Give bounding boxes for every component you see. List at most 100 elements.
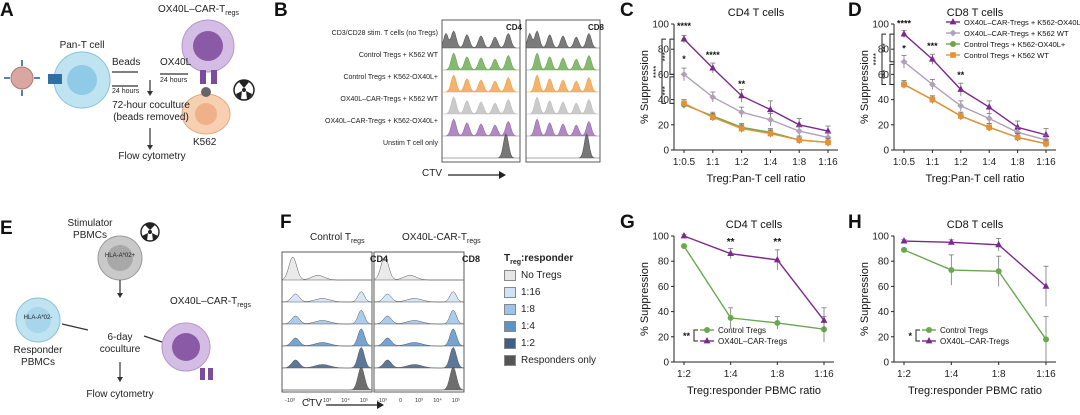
x-tick-label: 1:0.5 (673, 157, 696, 168)
x-tick-label: 1:16 (1036, 369, 1056, 380)
legend-label: Control Tregs + K562-OX40L+ (964, 40, 1066, 49)
significance-mark: *** (881, 70, 890, 79)
data-point (681, 243, 687, 250)
chart-d: CD8 T cells 0 20 40 60 80 100 1:0.5 1:1 1:2 1:4 1:8… (859, 7, 1080, 185)
ctv-label-b: CTV (422, 168, 442, 179)
y-axis-label: % Suppression (859, 262, 871, 336)
chart-c: CD4 T cells 0 20 40 60 80 100 1:0.5 1:1 1:2 1:4 1:8… (639, 7, 838, 185)
data-point (1042, 130, 1050, 138)
pan-t-label: Pan-T cell (59, 40, 105, 51)
legend-f-title: Treg:responder (504, 253, 574, 266)
panel-label-a: A (0, 0, 14, 21)
hist-f-trace (373, 346, 465, 369)
series-circle (901, 80, 1049, 148)
hist-b-trace (442, 74, 520, 93)
series-line (683, 38, 829, 132)
k562-label: K562 (193, 137, 217, 148)
data-point (947, 238, 955, 245)
car-treg-label: OX40L–CAR-Tregs (158, 4, 239, 17)
data-point (774, 319, 781, 326)
panel-e: E Stimulator PBMCs HLA-A*02+ HLA-A*02- OX… (0, 212, 270, 415)
data-point (995, 240, 1003, 248)
sig-bracket (881, 33, 886, 85)
y-axis-label: % Suppression (639, 262, 651, 336)
legend-f-label: 1:4 (521, 321, 535, 332)
data-point (1043, 140, 1049, 147)
hist-f-axis-tick: -10³ (377, 398, 387, 404)
hist-b-row-label: Unstim T cell only (383, 140, 438, 147)
x-tick-label: 1:16 (818, 157, 838, 168)
x-tick-label: 1:2 (735, 157, 749, 168)
legend-f-swatch (504, 304, 516, 315)
significance-mark: **** (706, 50, 721, 60)
hist-f-frame-1 (281, 251, 373, 393)
significance-mark: *** (661, 86, 670, 95)
series-circle (901, 246, 1049, 362)
x-tick-label: 1:1 (925, 157, 939, 168)
sig-bracket (889, 33, 894, 63)
legend-label: OX40L–CAR-Tregs + K562 WT (964, 29, 1069, 38)
hist-b-frame-1 (441, 19, 521, 163)
hist-f-trace (282, 366, 373, 391)
y-tick-label: 100 (652, 20, 669, 31)
panel-label-f: F (280, 212, 292, 233)
data-point (985, 115, 993, 122)
x-tick-label: 1:8 (992, 369, 1006, 380)
y-tick-label: 0 (883, 146, 889, 157)
y-tick-label: 60 (878, 282, 890, 293)
data-point (767, 105, 774, 113)
data-point (995, 268, 1002, 275)
data-point (986, 124, 992, 131)
significance-mark: *** (927, 41, 938, 51)
significance-mark: ** (738, 79, 746, 89)
hist-f-axis-tick: 10⁵ (360, 397, 368, 404)
hist-f-trace (373, 328, 465, 347)
x-axis-label: Treg:responder PBMC ratio (687, 385, 821, 397)
y-tick-label: 40 (878, 307, 890, 318)
data-point (767, 130, 774, 137)
data-point (709, 64, 717, 71)
legend-f-swatch (504, 321, 516, 332)
series-triangle (900, 237, 1050, 307)
y-tick-label: 80 (878, 45, 890, 56)
legend-f-label: Responders only (521, 355, 597, 366)
series-diamond (680, 67, 832, 143)
data-point (949, 18, 957, 25)
y-tick-label: 40 (878, 95, 890, 106)
data-point (709, 93, 717, 101)
x-axis-label: Treg:Pan-T cell ratio (706, 173, 805, 185)
data-point (738, 125, 745, 132)
y-tick-label: 80 (878, 257, 890, 268)
hist-b-trace (526, 118, 600, 137)
y-tick-label: 20 (658, 120, 670, 131)
flow-cytometry-label-a: Flow cytometry (118, 151, 186, 162)
data-point (1014, 134, 1021, 141)
duration-label-a2: 24 hours (160, 77, 188, 84)
hist-b-trace (526, 52, 600, 71)
x-tick-label: 1:4 (763, 157, 777, 168)
significance-mark: *** (661, 52, 670, 61)
significance-mark: ** (683, 331, 691, 341)
series-line (903, 83, 1047, 145)
series-square (681, 99, 831, 147)
legend-f-label: 1:8 (521, 304, 535, 315)
hist-f-axis-tick: 10⁵ (452, 397, 460, 404)
panel-label-h: H (848, 212, 862, 233)
hist-b-trace (442, 96, 520, 115)
series-triangle (680, 232, 828, 334)
data-point (795, 120, 803, 128)
significance-mark: **** (677, 21, 692, 31)
chart-title: CD8 T cells (947, 219, 1004, 231)
hist-b-trace (441, 30, 520, 49)
chart-title: CD4 T cells (726, 219, 783, 231)
legend-label: Control Tregs (718, 326, 766, 335)
panel-label-e: E (0, 218, 13, 239)
panel-b: B CD3/CD28 stim. T cells (no Tregs) Contr… (270, 0, 605, 200)
hist-b-cd4-label: CD4 (506, 23, 523, 32)
y-tick-label: 80 (658, 45, 670, 56)
x-tick-label: 1:8 (770, 369, 784, 380)
hist-f-trace (281, 328, 373, 347)
panel-f-histograms: -10³ 0 10³ 10⁴ 10⁵ -10³ 0 10³ 10⁴ 10⁵ (281, 251, 465, 404)
hist-f-axis-tick: 10⁴ (341, 397, 350, 404)
x-tick-label: 1:16 (814, 369, 834, 380)
